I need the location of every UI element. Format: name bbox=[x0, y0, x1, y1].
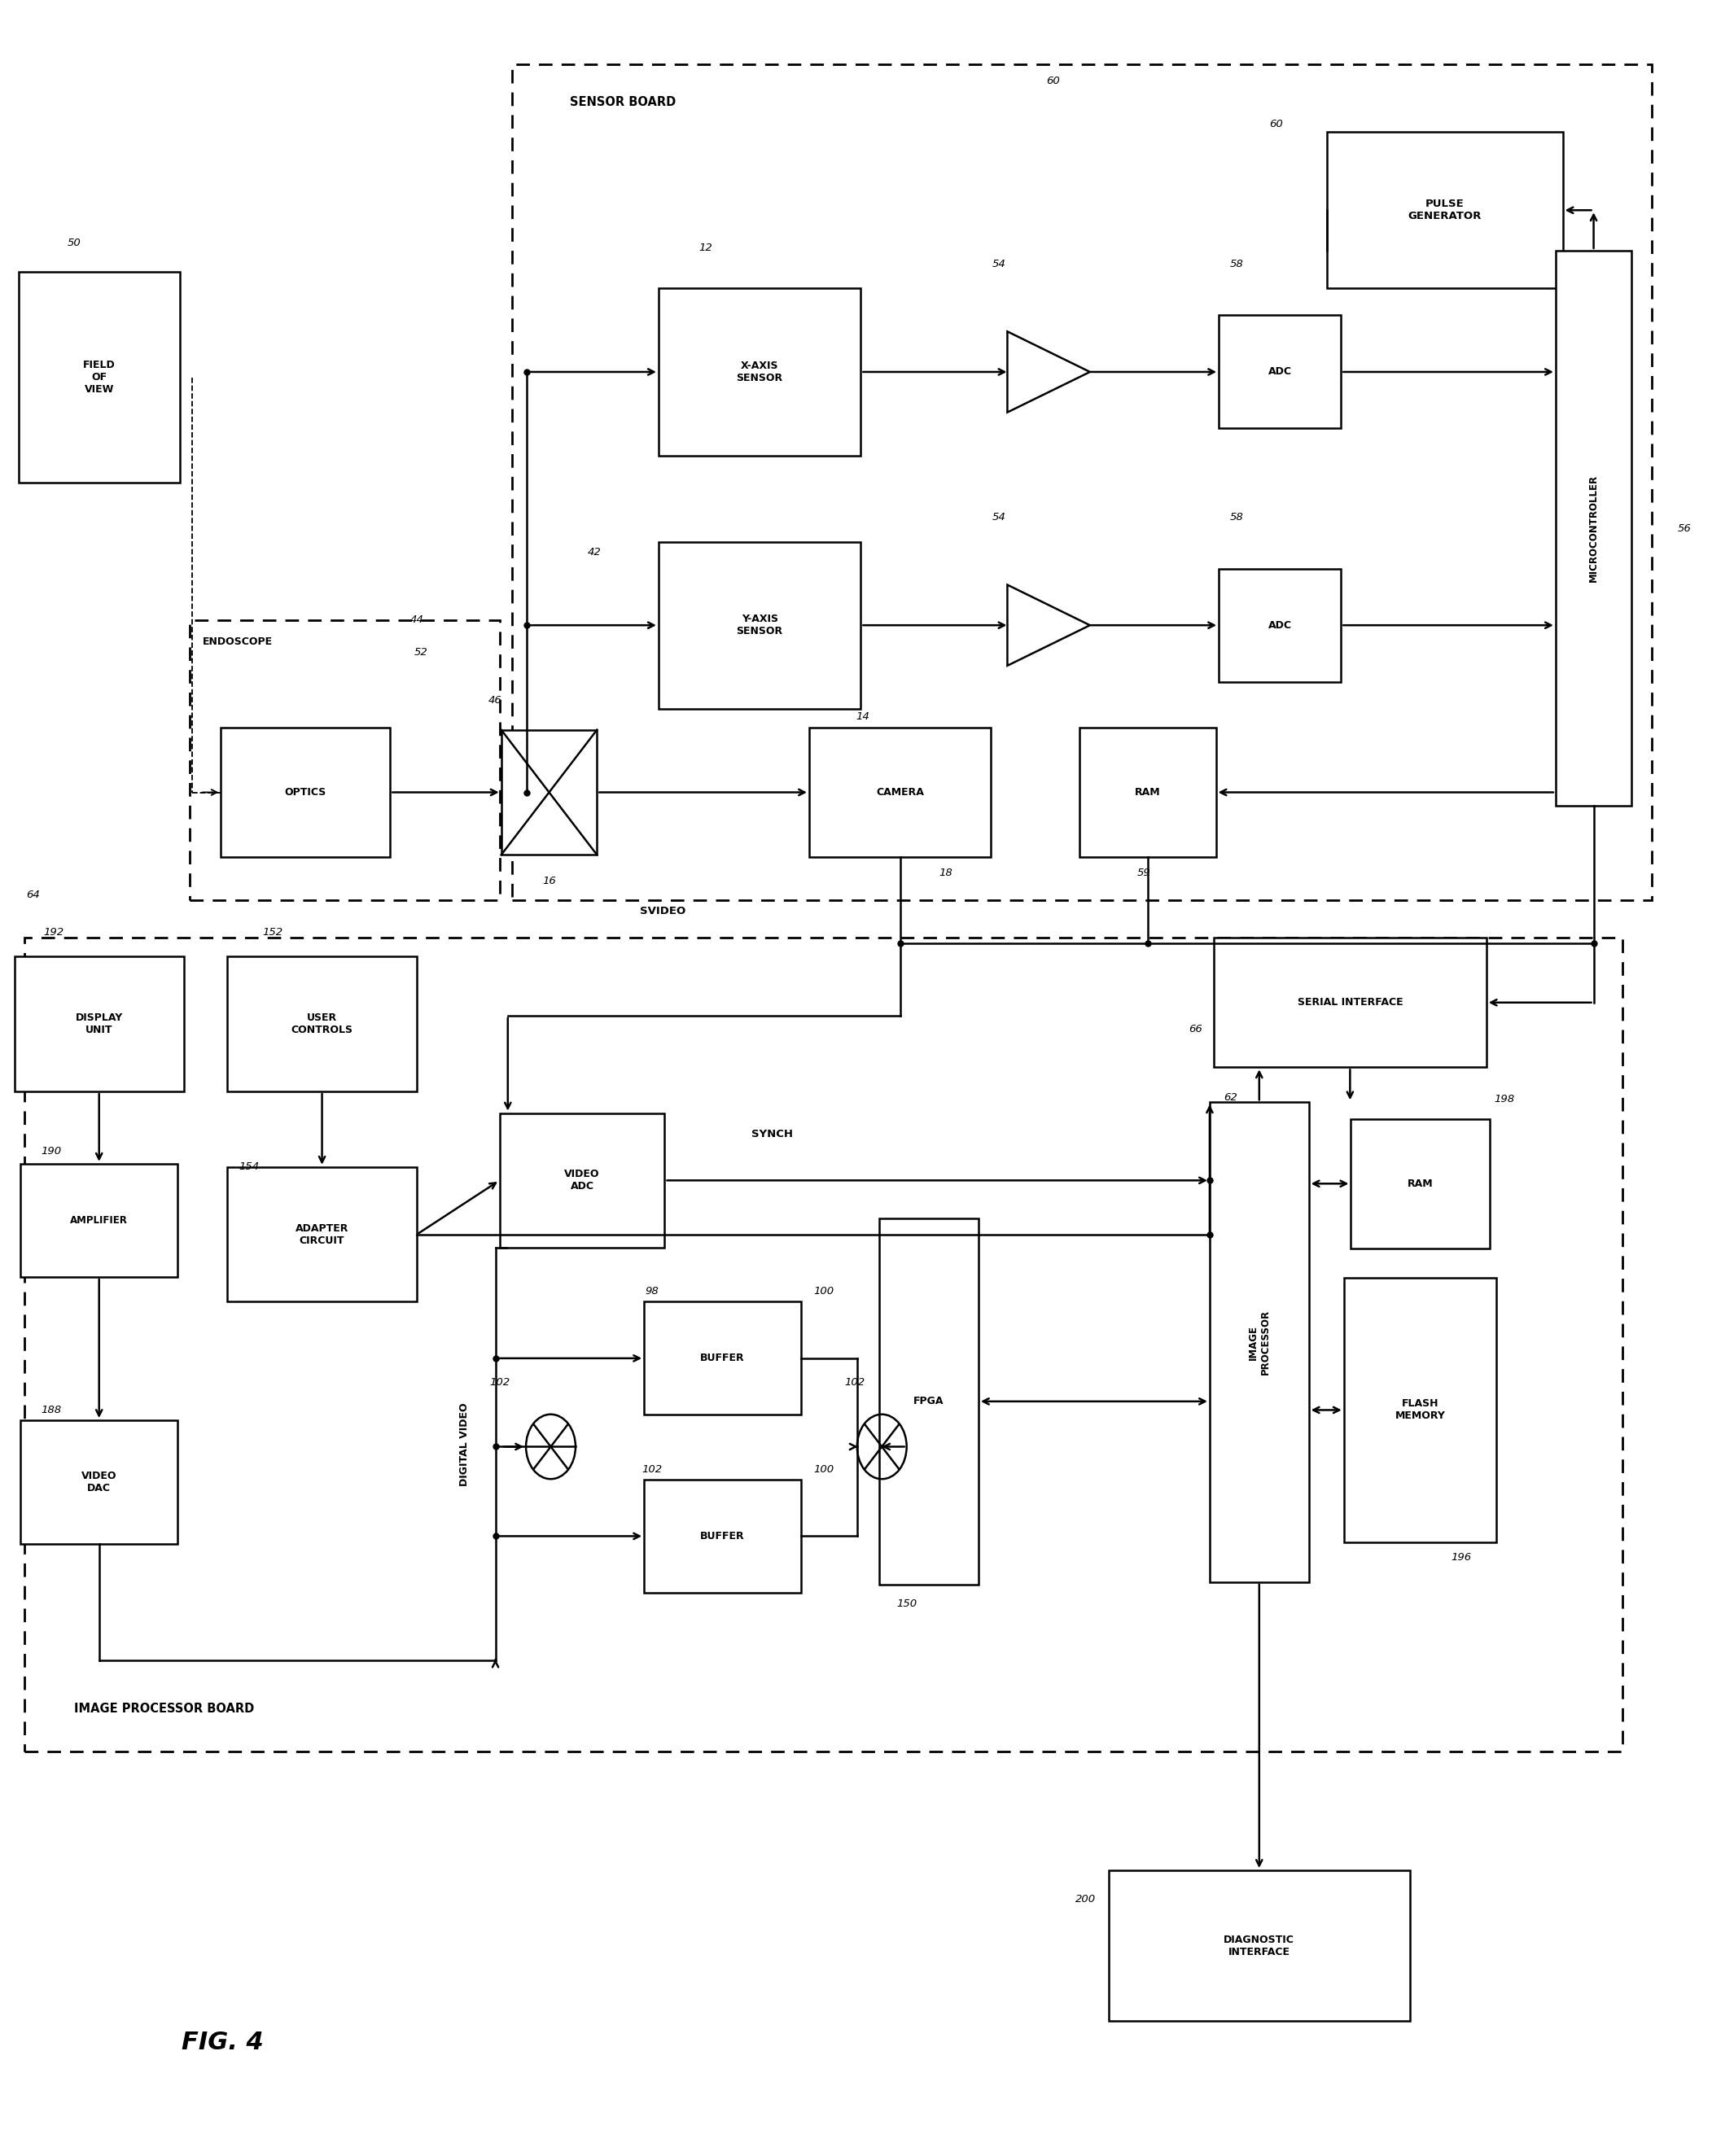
Text: 56: 56 bbox=[1677, 524, 1691, 533]
Bar bbox=[810, 729, 990, 858]
Text: 196: 196 bbox=[1451, 1552, 1472, 1563]
Text: AMPLIFIER: AMPLIFIER bbox=[71, 1216, 128, 1225]
Text: 42: 42 bbox=[588, 548, 602, 556]
Text: X-AXIS
SENSOR: X-AXIS SENSOR bbox=[737, 360, 784, 384]
Text: 64: 64 bbox=[26, 890, 40, 899]
Text: BUFFER: BUFFER bbox=[701, 1354, 744, 1363]
Text: 190: 190 bbox=[42, 1147, 61, 1156]
Text: 152: 152 bbox=[262, 927, 283, 938]
Text: ENDOSCOPE: ENDOSCOPE bbox=[203, 636, 272, 647]
Text: 100: 100 bbox=[813, 1464, 834, 1475]
Text: 14: 14 bbox=[857, 711, 870, 722]
Bar bbox=[19, 272, 180, 483]
Text: 192: 192 bbox=[43, 927, 64, 938]
Text: 18: 18 bbox=[938, 869, 952, 877]
Text: 16: 16 bbox=[543, 875, 557, 886]
Bar bbox=[24, 938, 1623, 1751]
Bar bbox=[1327, 132, 1562, 289]
Bar bbox=[659, 541, 860, 709]
Text: 59: 59 bbox=[1138, 869, 1150, 877]
Bar bbox=[1210, 1102, 1309, 1583]
Bar bbox=[1219, 315, 1340, 429]
Bar bbox=[1555, 250, 1632, 806]
Text: FIG. 4: FIG. 4 bbox=[182, 2031, 264, 2055]
Text: 60: 60 bbox=[1046, 75, 1059, 86]
Text: ADC: ADC bbox=[1268, 621, 1292, 630]
Text: 60: 60 bbox=[1269, 119, 1283, 129]
Bar bbox=[659, 289, 860, 455]
Bar bbox=[1219, 569, 1340, 681]
Text: 52: 52 bbox=[414, 647, 428, 658]
Text: 154: 154 bbox=[239, 1162, 260, 1171]
Text: IMAGE PROCESSOR BOARD: IMAGE PROCESSOR BOARD bbox=[75, 1703, 255, 1714]
Text: Y-AXIS
SENSOR: Y-AXIS SENSOR bbox=[737, 614, 784, 636]
Text: SENSOR BOARD: SENSOR BOARD bbox=[570, 97, 676, 108]
Text: DIGITAL VIDEO: DIGITAL VIDEO bbox=[460, 1404, 470, 1485]
Text: 50: 50 bbox=[68, 237, 81, 248]
Bar bbox=[643, 1302, 801, 1414]
Text: 198: 198 bbox=[1495, 1095, 1516, 1104]
Bar bbox=[21, 1421, 177, 1544]
Text: OPTICS: OPTICS bbox=[284, 787, 326, 798]
Text: 62: 62 bbox=[1224, 1093, 1236, 1102]
Bar bbox=[879, 1218, 978, 1585]
Bar bbox=[1344, 1279, 1496, 1542]
Text: RAM: RAM bbox=[1134, 787, 1160, 798]
Text: DIAGNOSTIC
INTERFACE: DIAGNOSTIC INTERFACE bbox=[1224, 1934, 1295, 1958]
Bar bbox=[501, 729, 596, 856]
Bar bbox=[1214, 938, 1486, 1067]
Text: 66: 66 bbox=[1190, 1024, 1202, 1035]
Text: 100: 100 bbox=[813, 1287, 834, 1296]
Text: 54: 54 bbox=[992, 513, 1006, 522]
Text: 200: 200 bbox=[1075, 1895, 1096, 1904]
Text: 188: 188 bbox=[42, 1406, 61, 1414]
Bar bbox=[14, 957, 184, 1091]
Bar bbox=[512, 65, 1651, 901]
Text: FIELD
OF
VIEW: FIELD OF VIEW bbox=[83, 360, 114, 395]
Bar bbox=[191, 621, 499, 901]
Text: DISPLAY
UNIT: DISPLAY UNIT bbox=[75, 1013, 123, 1035]
Text: 44: 44 bbox=[411, 614, 423, 625]
Text: 12: 12 bbox=[699, 244, 713, 252]
Bar bbox=[1351, 1119, 1490, 1248]
Text: CAMERA: CAMERA bbox=[876, 787, 924, 798]
Text: VIDEO
DAC: VIDEO DAC bbox=[81, 1470, 116, 1494]
Bar bbox=[227, 957, 416, 1091]
Text: SVIDEO: SVIDEO bbox=[640, 906, 685, 916]
Text: 102: 102 bbox=[489, 1378, 510, 1386]
Text: SYNCH: SYNCH bbox=[751, 1130, 792, 1138]
Text: BUFFER: BUFFER bbox=[701, 1531, 744, 1542]
Bar bbox=[220, 729, 390, 858]
Text: 54: 54 bbox=[992, 259, 1006, 270]
Bar bbox=[227, 1166, 416, 1302]
Bar bbox=[643, 1479, 801, 1593]
Text: RAM: RAM bbox=[1408, 1179, 1432, 1188]
Text: 102: 102 bbox=[642, 1464, 662, 1475]
Text: IMAGE
PROCESSOR: IMAGE PROCESSOR bbox=[1248, 1309, 1271, 1376]
Text: SERIAL INTERFACE: SERIAL INTERFACE bbox=[1297, 998, 1403, 1007]
Bar bbox=[499, 1112, 664, 1248]
Bar bbox=[21, 1164, 177, 1276]
Text: PULSE
GENERATOR: PULSE GENERATOR bbox=[1408, 198, 1483, 222]
Text: 98: 98 bbox=[645, 1287, 659, 1296]
Text: ADAPTER
CIRCUIT: ADAPTER CIRCUIT bbox=[295, 1222, 349, 1246]
Text: VIDEO
ADC: VIDEO ADC bbox=[565, 1169, 600, 1192]
Bar bbox=[1080, 729, 1216, 858]
Text: 102: 102 bbox=[844, 1378, 865, 1386]
Text: 46: 46 bbox=[489, 696, 503, 705]
Text: 58: 58 bbox=[1229, 513, 1243, 522]
Text: FLASH
MEMORY: FLASH MEMORY bbox=[1396, 1399, 1446, 1421]
Text: FPGA: FPGA bbox=[914, 1397, 945, 1406]
Text: USER
CONTROLS: USER CONTROLS bbox=[291, 1013, 354, 1035]
Text: 58: 58 bbox=[1229, 259, 1243, 270]
Text: 150: 150 bbox=[896, 1600, 917, 1608]
Text: MICROCONTROLLER: MICROCONTROLLER bbox=[1588, 474, 1599, 582]
Bar bbox=[1108, 1869, 1410, 2022]
Text: ADC: ADC bbox=[1268, 367, 1292, 377]
